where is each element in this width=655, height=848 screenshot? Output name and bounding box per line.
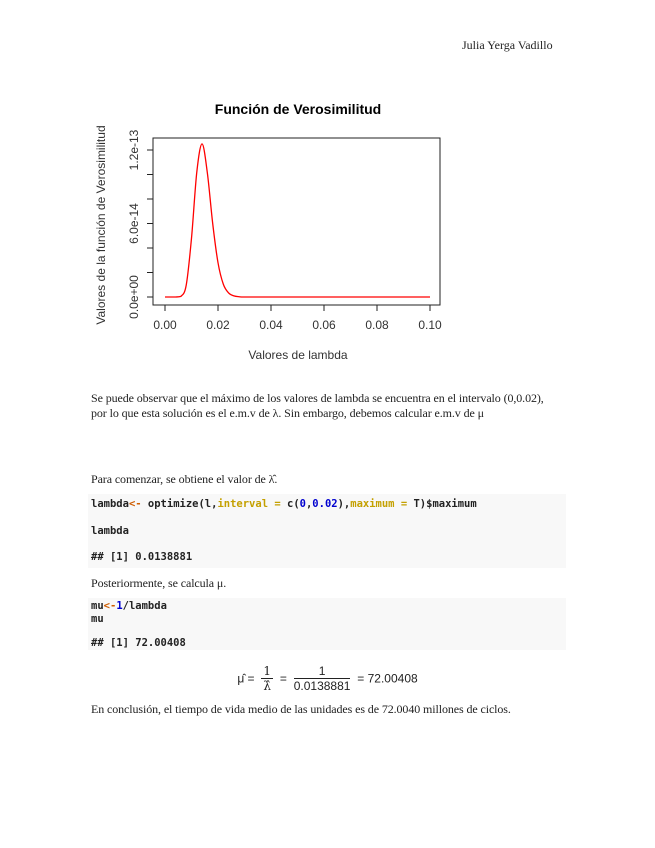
chart-title: Función de Verosimilitud — [215, 101, 381, 117]
code-block-lambda: lambda<- optimize(l,interval = c(0,0.02)… — [88, 494, 566, 568]
x-tick-label: 0.00 — [153, 318, 177, 332]
equation-mu: μ̂ = 1 λ̂ = 1 0.0138881 = 72.00408 — [237, 664, 418, 693]
code-line: lambda<- optimize(l,interval = c(0,0.02)… — [91, 498, 477, 510]
x-tick-label: 0.08 — [365, 318, 389, 332]
paragraph-intro-mu: Posteriormente, se calcula μ. — [91, 576, 227, 590]
plot-frame — [152, 137, 441, 306]
page-header-author: Julia Yerga Vadillo — [462, 38, 553, 52]
code-line: mu<-1/lambda — [91, 600, 167, 612]
y-tick-label: 1.2e-13 — [127, 129, 141, 170]
likelihood-series-line — [164, 143, 430, 298]
code-output: ## [1] 72.00408 — [91, 637, 186, 649]
paragraph-conclusion: En conclusión, el tiempo de vida medio d… — [91, 702, 511, 716]
x-axis-label: Valores de lambda — [248, 348, 347, 362]
paragraph-observation: Se puede observar que el máximo de los v… — [91, 391, 544, 420]
y-axis-label: Valores de la función de Verosimilitud — [94, 125, 108, 324]
y-tick-label: 6.0e-14 — [127, 203, 141, 244]
x-tick-label: 0.06 — [312, 318, 336, 332]
code-output: ## [1] 0.0138881 — [91, 551, 193, 563]
code-line: mu — [91, 613, 104, 625]
x-tick-label: 0.02 — [206, 318, 230, 332]
code-line: lambda — [91, 525, 129, 537]
x-tick-label: 0.04 — [259, 318, 283, 332]
y-tick-label: 0.0e+00 — [127, 275, 141, 319]
paragraph-intro-lambda: Para comenzar, se obtiene el valor de λ̂… — [91, 472, 278, 486]
code-block-mu: mu<-1/lambda mu ## [1] 72.00408 — [88, 598, 566, 650]
likelihood-chart: Función de Verosimilitud 0.00 0.02 0.04 0.0… — [94, 101, 442, 362]
x-tick-label: 0.10 — [418, 318, 442, 332]
